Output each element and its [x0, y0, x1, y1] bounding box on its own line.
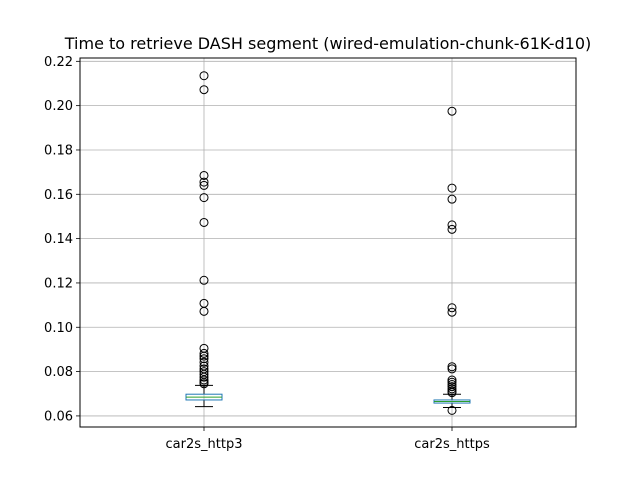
outlier-point: [199, 85, 209, 95]
chart-title: Time to retrieve DASH segment (wired-emu…: [64, 34, 592, 53]
y-tick-label: 0.20: [44, 99, 73, 114]
outlier-point: [447, 224, 457, 234]
outlier-point: [199, 275, 209, 285]
outlier-point: [447, 382, 457, 392]
outlier-point: [447, 307, 457, 317]
y-tick-label: 0.14: [44, 232, 73, 247]
outlier-point: [447, 362, 457, 372]
outlier-point: [447, 220, 457, 230]
y-tick-label: 0.10: [44, 321, 73, 336]
outlier-point: [447, 375, 457, 385]
outlier-point: [447, 388, 457, 398]
y-tick-label: 0.08: [44, 365, 73, 380]
outlier-point: [199, 180, 209, 190]
box-layer: [185, 71, 471, 415]
outlier-point: [199, 170, 209, 180]
outlier-point: [199, 177, 209, 187]
outlier-point: [447, 183, 457, 193]
outlier-point: [199, 306, 209, 316]
y-axis: 0.06 0.08 0.10 0.12 0.14 0.16 0.18 0.20 0.22: [44, 55, 80, 424]
outlier-point: [199, 217, 209, 227]
x-tick-label: car2s_http3: [166, 437, 243, 452]
outlier-point: [199, 379, 209, 389]
y-tick-label: 0.12: [44, 276, 73, 291]
outlier-point: [199, 375, 209, 385]
outlier-point: [447, 384, 457, 394]
outlier-point: [447, 405, 457, 415]
outlier-point: [199, 354, 209, 364]
outlier-point: [199, 193, 209, 203]
plot-frame: [79, 57, 577, 428]
outlier-point: [199, 71, 209, 81]
outlier-point: [199, 357, 209, 367]
outlier-point: [199, 351, 209, 361]
y-tick-label: 0.22: [44, 55, 73, 70]
outlier-point: [447, 194, 457, 204]
x-axis: car2s_http3 car2s_https: [166, 427, 490, 452]
outlier-point: [447, 364, 457, 374]
box-car2s_http3: [185, 71, 223, 408]
outlier-point: [199, 348, 209, 358]
outlier-point: [199, 372, 209, 382]
x-tick-label: car2s_https: [414, 437, 490, 452]
outlier-point: [447, 106, 457, 116]
grid-layer: [80, 58, 576, 427]
outlier-point: [447, 377, 457, 387]
y-tick-label: 0.18: [44, 143, 73, 158]
box-car2s_https: [433, 106, 471, 415]
y-tick-label: 0.06: [44, 409, 73, 424]
outlier-point: [447, 303, 457, 313]
y-tick-label: 0.16: [44, 188, 73, 203]
